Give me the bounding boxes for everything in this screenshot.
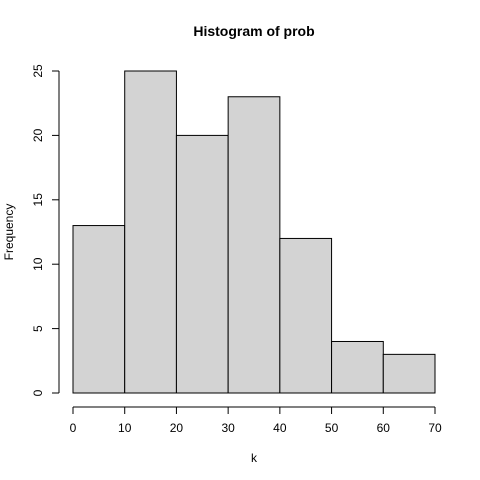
histogram-bar-10-20 bbox=[124, 70, 177, 394]
x-tick-label: 0 bbox=[70, 421, 77, 435]
y-tick-label: 15 bbox=[31, 193, 45, 207]
x-tick-label: 60 bbox=[377, 421, 391, 435]
y-axis: 0 5 10 15 20 25 bbox=[31, 64, 60, 396]
x-tick-label: 70 bbox=[428, 421, 442, 435]
y-tick-label: 0 bbox=[31, 389, 45, 396]
histogram-bars bbox=[72, 70, 436, 394]
x-tick-label: 10 bbox=[118, 421, 132, 435]
x-tick-label: 50 bbox=[325, 421, 339, 435]
histogram-bar-60-70 bbox=[382, 353, 436, 394]
x-axis-label: k bbox=[251, 451, 258, 465]
y-tick-label: 10 bbox=[31, 257, 45, 271]
histogram-bar-0-10 bbox=[72, 225, 126, 394]
x-tick-label: 30 bbox=[221, 421, 235, 435]
chart-title: Histogram of prob bbox=[193, 23, 314, 39]
y-axis-label: Frequency bbox=[2, 204, 16, 261]
histogram-bar-50-60 bbox=[331, 340, 384, 394]
x-tick-label: 20 bbox=[170, 421, 184, 435]
histogram-bar-30-40 bbox=[227, 96, 281, 394]
y-tick-label: 20 bbox=[31, 128, 45, 142]
histogram-bar-20-30 bbox=[175, 134, 229, 394]
x-axis: 0 10 20 30 40 50 60 70 bbox=[70, 406, 442, 435]
y-tick-label: 5 bbox=[31, 325, 45, 332]
y-tick-label: 25 bbox=[31, 64, 45, 78]
histogram-bar-40-50 bbox=[279, 237, 333, 394]
x-tick-label: 40 bbox=[273, 421, 287, 435]
